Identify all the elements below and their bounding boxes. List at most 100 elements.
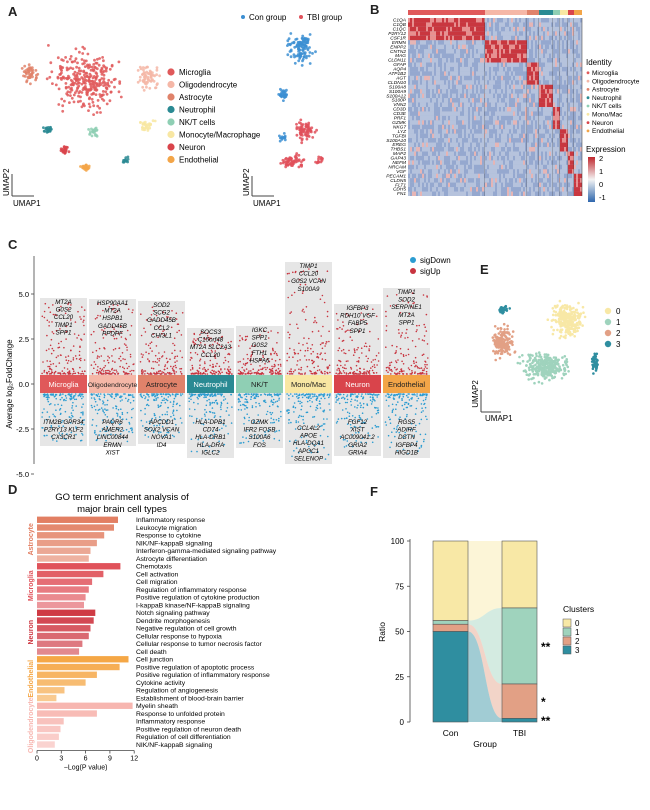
heatmap-cell (474, 75, 476, 81)
heatmap-cell (507, 22, 509, 27)
sigdown-point (73, 396, 75, 398)
sigup-point (67, 359, 70, 362)
heatmap-cell (519, 40, 521, 45)
heatmap-cell (487, 191, 489, 196)
heatmap-cell (497, 133, 499, 139)
heatmap-cell (476, 120, 478, 125)
heatmap-cell (414, 58, 416, 63)
heatmap-cell (555, 22, 557, 27)
heatmap-cell (452, 98, 454, 103)
heatmap-cell (478, 160, 480, 165)
heatmap-cell (432, 120, 434, 125)
sigup-point (41, 315, 44, 318)
heatmap-cell (428, 124, 430, 130)
heatmap-cell (466, 133, 468, 139)
heatmap-cell (523, 98, 525, 103)
heatmap-cell (566, 111, 568, 116)
heatmap-cell (515, 147, 517, 152)
heatmap-cell (527, 66, 529, 72)
umap-point (136, 80, 140, 84)
heatmap-cell (570, 120, 572, 125)
sigdown-point (66, 433, 68, 435)
heatmap-cell (537, 89, 539, 94)
sigup-point (80, 318, 82, 320)
heatmap-cell (562, 142, 564, 148)
heatmap-cell (462, 133, 464, 139)
heatmap-cell (564, 75, 566, 81)
heatmap-cell (551, 124, 553, 130)
heatmap-cell (574, 169, 576, 174)
heatmap-cell (491, 49, 493, 54)
gene-label: FN1 (397, 191, 406, 197)
heatmap-cell (537, 173, 539, 179)
heatmap-cell (503, 164, 505, 170)
heatmap-cell (519, 53, 521, 59)
heatmap-cell (408, 164, 410, 170)
heatmap-cell (503, 22, 505, 27)
umap-point (99, 111, 102, 114)
heatmap-cell (517, 58, 519, 63)
heatmap-cell (568, 187, 570, 192)
heatmap-cell (412, 115, 414, 121)
heatmap-cell (428, 138, 430, 143)
heatmap-cell (553, 102, 555, 107)
heatmap-cell (487, 142, 489, 148)
heatmap-cell (574, 35, 576, 41)
heatmap-cell (468, 53, 470, 59)
heatmap-cell (525, 191, 527, 196)
umap-point (50, 70, 54, 74)
heatmap-cell (489, 44, 491, 50)
heatmap-cell (456, 151, 458, 156)
heatmap-cell (482, 98, 484, 103)
heatmap-cell (509, 142, 511, 148)
heatmap-cell (576, 53, 578, 59)
heatmap-cell (491, 62, 493, 67)
heatmap-cell (412, 58, 414, 63)
sigup-point (41, 372, 43, 375)
umap-point (292, 53, 296, 57)
umap-point (300, 163, 303, 167)
heatmap-cell (489, 71, 491, 76)
heatmap-cell (444, 107, 446, 112)
heatmap-cell (430, 178, 432, 183)
heatmap-cell (580, 35, 582, 41)
sigup-point (71, 373, 74, 375)
sigup-point (96, 316, 98, 319)
heatmap-cell (519, 18, 521, 23)
heatmap-cell (476, 164, 478, 170)
heatmap-cell (521, 98, 523, 103)
heatmap-cell (495, 84, 497, 90)
umap-point (98, 78, 101, 82)
heatmap-cell (557, 80, 559, 85)
heatmap-cell (580, 173, 582, 179)
heatmap-cell (416, 35, 418, 41)
heatmap-cell (474, 49, 476, 54)
heatmap-cell (454, 58, 456, 63)
heatmap-cell (444, 124, 446, 130)
umap-point (83, 73, 86, 77)
heatmap-cell (570, 66, 572, 72)
heatmap-cell (537, 151, 539, 156)
heatmap-cell (480, 26, 482, 32)
gene-label: S100A10 (386, 138, 406, 144)
heatmap-cell (553, 191, 555, 196)
heatmap-cell (470, 147, 472, 152)
heatmap-cell (418, 182, 420, 188)
heatmap-cell (476, 187, 478, 192)
heatmap-cell (462, 182, 464, 188)
heatmap-cell (482, 107, 484, 112)
heatmap-cell (519, 93, 521, 99)
heatmap-cell (501, 93, 503, 99)
umap-point (101, 90, 105, 93)
heatmap-cell (503, 111, 505, 116)
sigup-point (111, 308, 114, 311)
heatmap-cell (511, 35, 513, 41)
heatmap-cell (545, 111, 547, 116)
heatmap-cell (440, 124, 442, 130)
heatmap-cell (549, 155, 551, 161)
heatmap-cell (470, 129, 472, 134)
heatmap-cell (438, 129, 440, 134)
heatmap-cell (503, 129, 505, 134)
sigdown-point (43, 393, 46, 395)
heatmap-cell (454, 49, 456, 54)
